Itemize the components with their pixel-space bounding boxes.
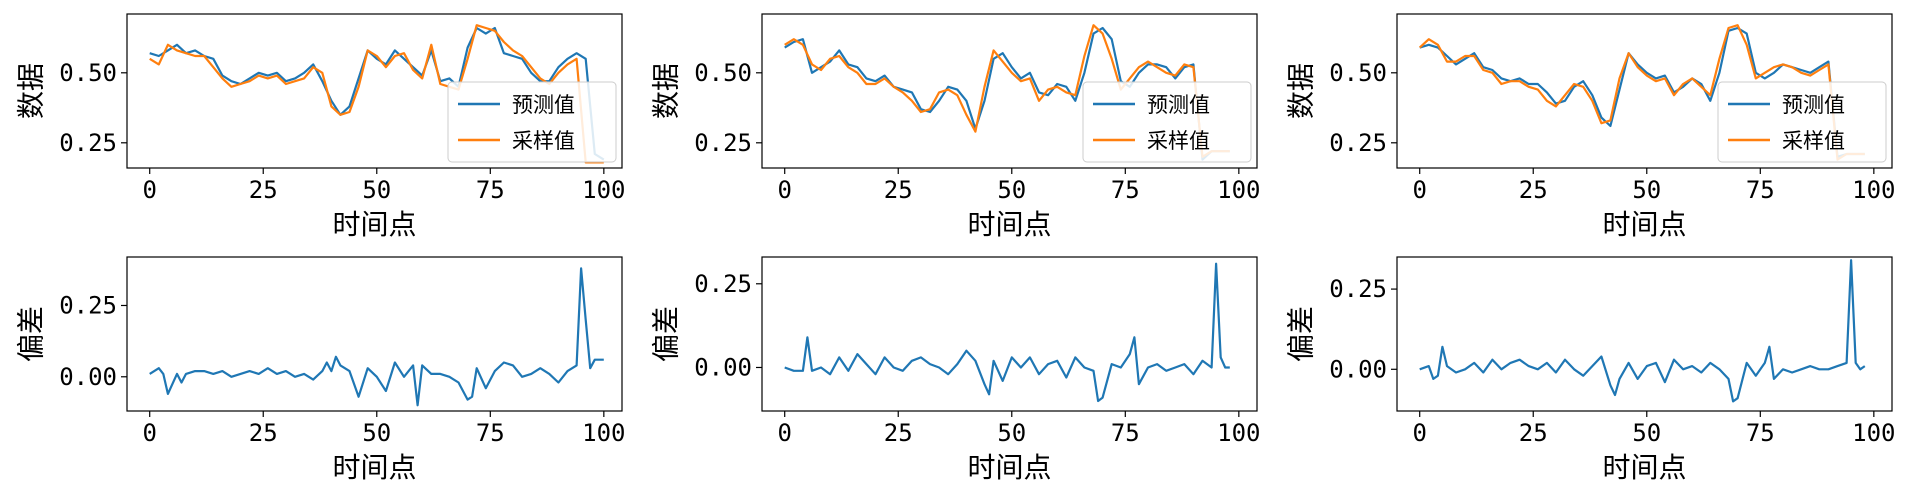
legend-box <box>447 81 617 163</box>
x-axis-label: 时间点 <box>332 451 416 484</box>
x-tick-label: 50 <box>362 176 391 204</box>
x-axis-label: 时间点 <box>1602 451 1686 484</box>
axes-frame <box>1396 256 1893 412</box>
x-tick-label: 75 <box>476 176 505 204</box>
y-tick-label: 0.25 <box>694 129 752 157</box>
chart-panel-bottom-1: 0 25 50 75 100 0.00 0.25 时间点 偏差 <box>15 256 626 484</box>
x-axis-label: 时间点 <box>1602 208 1686 241</box>
y-tick-label: 0.25 <box>59 129 117 157</box>
y-axis-label: 偏差 <box>1285 306 1318 362</box>
x-tick-label: 100 <box>1852 176 1895 204</box>
y-axis-label: 数据 <box>15 63 48 119</box>
x-tick-label: 25 <box>884 419 913 447</box>
x-tick-label: 75 <box>1746 419 1775 447</box>
x-axis-label: 时间点 <box>332 208 416 241</box>
x-tick-label: 0 <box>777 419 791 447</box>
y-tick-label: 0.00 <box>59 363 117 391</box>
legend-box <box>1082 81 1252 163</box>
legend-label: 采样值 <box>512 129 575 153</box>
chart-panel-bottom-3: 0 25 50 75 100 0.00 0.25 时间点 偏差 <box>1285 256 1896 484</box>
series-line-a <box>784 26 1230 161</box>
legend-box <box>1717 81 1887 163</box>
x-tick-label: 100 <box>1852 419 1895 447</box>
x-tick-label: 100 <box>1217 419 1260 447</box>
y-tick-label: 0.25 <box>1329 129 1387 157</box>
y-axis-label: 数据 <box>650 63 683 119</box>
y-axis-label: 偏差 <box>650 306 683 362</box>
y-tick-label: 0.25 <box>59 291 117 319</box>
x-tick-label: 50 <box>997 176 1026 204</box>
series-line-a <box>1419 259 1866 403</box>
x-tick-label: 50 <box>1632 176 1661 204</box>
x-tick-label: 0 <box>142 419 156 447</box>
legend-label: 采样值 <box>1147 129 1210 153</box>
axes-frame <box>1396 13 1893 169</box>
chart-panel-top-1: 0 25 50 75 100 0.25 0.50 时间点 数据预测值采样值 <box>15 13 626 241</box>
y-axis-label: 数据 <box>1285 63 1318 119</box>
x-tick-label: 0 <box>1412 176 1426 204</box>
x-tick-label: 0 <box>142 176 156 204</box>
axes-frame <box>126 13 623 169</box>
y-tick-label: 0.25 <box>1329 275 1387 303</box>
x-axis-label: 时间点 <box>967 208 1051 241</box>
axes-frame <box>126 256 623 412</box>
y-tick-label: 0.00 <box>1329 355 1387 383</box>
x-tick-label: 0 <box>777 176 791 204</box>
series-line-a <box>149 267 604 407</box>
x-tick-label: 0 <box>1412 419 1426 447</box>
x-tick-label: 50 <box>362 419 391 447</box>
chart-panel-bottom-2: 0 25 50 75 100 0.00 0.25 时间点 偏差 <box>650 256 1261 484</box>
x-axis-label: 时间点 <box>967 451 1051 484</box>
axes-frame <box>761 13 1258 169</box>
x-tick-label: 25 <box>884 176 913 204</box>
x-tick-label: 100 <box>1217 176 1260 204</box>
chart-panel-top-2: 0 25 50 75 100 0.25 0.50 时间点 数据预测值采样值 <box>650 13 1261 241</box>
legend-label: 预测值 <box>512 93 575 117</box>
x-tick-label: 25 <box>1519 176 1548 204</box>
x-tick-label: 25 <box>249 419 278 447</box>
y-tick-label: 0.50 <box>694 59 752 87</box>
x-tick-label: 50 <box>1632 419 1661 447</box>
series-line-a <box>149 26 605 161</box>
x-tick-label: 25 <box>249 176 278 204</box>
y-tick-label: 0.00 <box>694 353 752 381</box>
y-tick-label: 0.50 <box>59 59 117 87</box>
legend-label: 预测值 <box>1147 93 1210 117</box>
series-line-b <box>1418 24 1865 161</box>
legend-label: 采样值 <box>1782 129 1845 153</box>
axes-frame <box>761 256 1258 412</box>
y-axis-label: 偏差 <box>15 306 48 362</box>
chart-panel-top-3: 0 25 50 75 100 0.25 0.50 时间点 数据预测值采样值 <box>1285 13 1896 241</box>
x-tick-label: 75 <box>1111 176 1140 204</box>
x-tick-label: 100 <box>582 176 625 204</box>
x-tick-label: 75 <box>476 419 505 447</box>
legend-label: 预测值 <box>1782 93 1845 117</box>
x-tick-label: 50 <box>997 419 1026 447</box>
y-tick-label: 0.50 <box>1329 59 1387 87</box>
x-tick-label: 75 <box>1111 419 1140 447</box>
y-tick-label: 0.25 <box>694 270 752 298</box>
x-tick-label: 75 <box>1746 176 1775 204</box>
x-tick-label: 25 <box>1519 419 1548 447</box>
series-line-a <box>784 262 1230 403</box>
series-line-b <box>784 24 1230 158</box>
series-line-b <box>149 24 604 164</box>
x-tick-label: 100 <box>582 419 625 447</box>
